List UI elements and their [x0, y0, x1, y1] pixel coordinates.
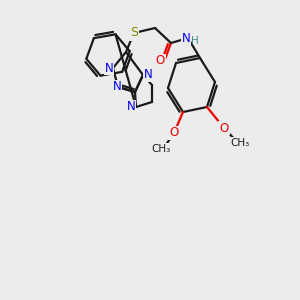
Text: N: N: [112, 80, 122, 94]
Text: CH₃: CH₃: [152, 144, 171, 154]
Text: N: N: [182, 32, 190, 44]
Text: O: O: [219, 122, 229, 134]
Text: N: N: [144, 68, 152, 82]
Text: O: O: [155, 55, 165, 68]
Text: N: N: [127, 100, 135, 113]
Text: N: N: [105, 61, 113, 74]
Text: H: H: [191, 36, 199, 46]
Text: O: O: [169, 127, 178, 140]
Text: S: S: [130, 26, 138, 40]
Text: CH₃: CH₃: [230, 138, 250, 148]
